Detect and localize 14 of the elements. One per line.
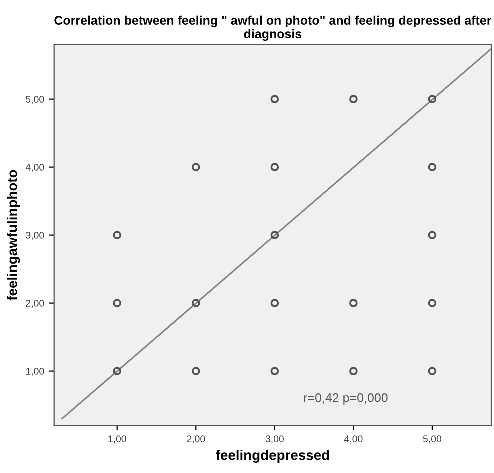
annotation: r=0,42 p=0,000 bbox=[304, 394, 388, 405]
x-axis-title: feelingdepressed bbox=[216, 450, 330, 464]
y-axis-title: feelingawfulinphoto bbox=[7, 170, 20, 301]
chart-title: Correlation between feeling " awful on photo" and feeling depressed after diagnosis bbox=[54, 16, 492, 42]
y-tick-label: 3,00 bbox=[26, 232, 44, 240]
y-tick-label: 1,00 bbox=[26, 368, 44, 376]
x-tick-label: 5,00 bbox=[423, 436, 442, 444]
y-tick-label: 5,00 bbox=[26, 96, 44, 104]
x-tick-label: 2,00 bbox=[187, 436, 206, 444]
y-tick-label: 4,00 bbox=[26, 164, 44, 172]
x-tick-label: 3,00 bbox=[266, 436, 284, 444]
x-tick-label: 1,00 bbox=[108, 436, 126, 444]
x-tick-label: 4,00 bbox=[344, 436, 363, 444]
y-tick-label: 2,00 bbox=[26, 300, 44, 308]
